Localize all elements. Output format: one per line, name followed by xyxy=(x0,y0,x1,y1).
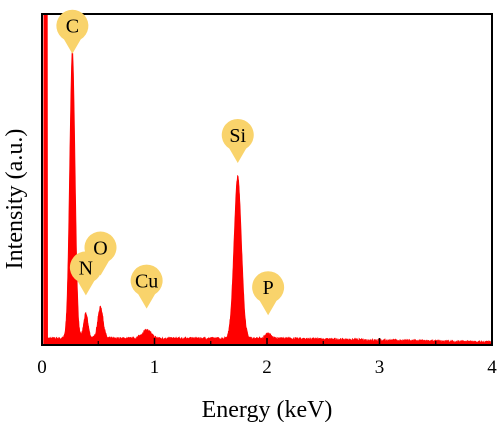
x-tick-label: 3 xyxy=(375,357,385,378)
peak-label: Cu xyxy=(135,271,158,293)
x-tick-label: 2 xyxy=(262,357,272,378)
peak-marker-c: C xyxy=(56,9,89,54)
peak-marker-p: P xyxy=(252,271,285,316)
peak-marker-o: O xyxy=(84,231,117,276)
x-axis-label: Energy (keV) xyxy=(202,397,333,422)
peak-marker-cu: Cu xyxy=(130,264,163,309)
peak-markers: C NO Cu Si P xyxy=(56,9,285,316)
plot-area xyxy=(42,13,493,346)
map-pin-icon xyxy=(56,9,89,54)
map-pin-icon xyxy=(130,264,163,309)
peak-label: O xyxy=(93,237,107,259)
peak-marker-si: Si xyxy=(221,118,254,163)
map-pin-icon xyxy=(221,118,254,163)
spectrum-area xyxy=(42,13,493,346)
peak-label: N xyxy=(79,257,93,279)
x-axis-ticks: 0 1 2 3 4 xyxy=(37,338,497,378)
peak-label: Si xyxy=(229,125,246,147)
x-tick-label: 4 xyxy=(487,357,497,378)
y-axis-label: Intensity (a.u.) xyxy=(2,129,28,270)
x-tick-label: 1 xyxy=(150,357,160,378)
map-pin-icon xyxy=(84,231,117,276)
peak-label: C xyxy=(66,16,79,38)
map-pin-icon xyxy=(252,271,285,316)
peak-label: P xyxy=(263,277,274,299)
x-tick-label: 0 xyxy=(37,357,47,378)
